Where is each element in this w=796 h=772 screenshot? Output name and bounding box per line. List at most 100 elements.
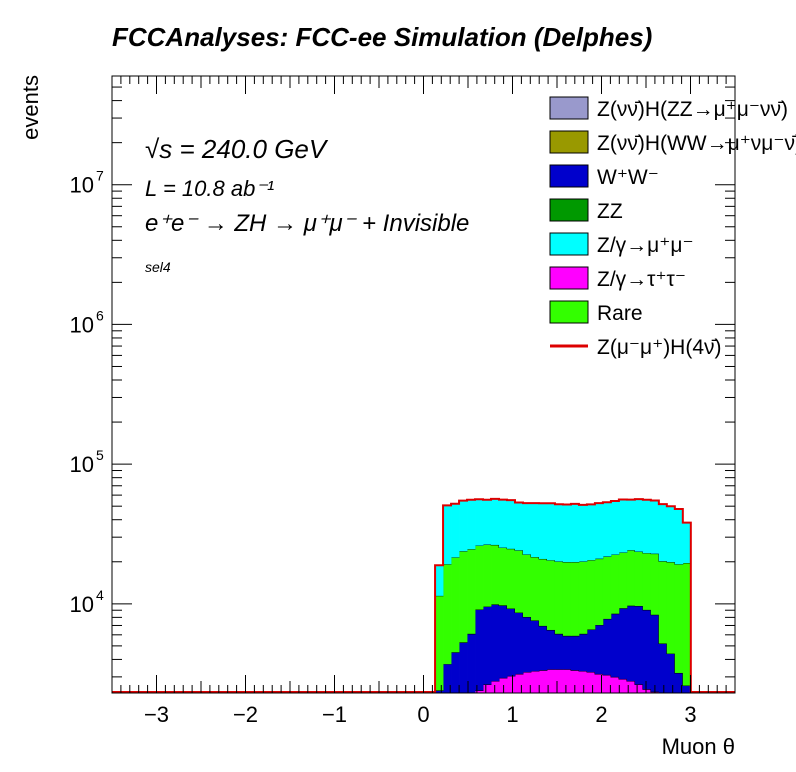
legend-swatch [549, 300, 589, 324]
histogram-bar [642, 689, 652, 693]
histogram-bar [658, 561, 668, 644]
histogram-bar [562, 504, 572, 563]
histogram-bar [538, 625, 548, 671]
histogram-bar [666, 562, 676, 654]
legend-item: Z(μ⁻μ⁺)H(4ν̄) [550, 336, 722, 359]
histogram-bar [507, 608, 516, 676]
histogram-bar [475, 545, 484, 610]
y-tick-exponent: 7 [96, 168, 104, 184]
y-tick-exponent: 4 [96, 587, 104, 603]
histogram-bar [507, 675, 516, 693]
y-tick-label: 10 [70, 452, 94, 477]
histogram-bar [546, 560, 556, 630]
histogram-bar [594, 558, 604, 626]
y-tick-label: 10 [70, 312, 94, 337]
histogram-bar [451, 652, 460, 693]
histogram-bar [491, 681, 500, 693]
histogram-bar [578, 561, 588, 634]
histogram-bar [459, 500, 468, 552]
histogram-bar [634, 684, 644, 693]
histogram-bar [562, 635, 572, 670]
legend-label: Z(νν̄)H(ZZ→μ⁺μ⁻νν̄) [597, 98, 788, 121]
chart-title: FCCAnalyses: FCC-ee Simulation (Delphes) [112, 22, 652, 52]
histogram-bar [499, 605, 508, 678]
histogram-bar [435, 565, 444, 596]
histogram-bar [618, 499, 628, 553]
histogram-bar [459, 642, 468, 693]
x-axis-ticks: −3 −2 −1 0 1 2 3 [111, 76, 736, 727]
histogram-bar [475, 690, 484, 693]
histogram-bar [483, 544, 492, 607]
histogram-bar [626, 499, 636, 551]
histogram-bar [674, 509, 684, 565]
histogram-bar [610, 676, 620, 693]
histogram-bar [586, 504, 596, 561]
histogram-bar [666, 506, 676, 563]
histogram-bar [435, 595, 444, 691]
histogram-bar [626, 681, 636, 693]
x-tick-label: −1 [322, 702, 347, 727]
histogram-bar [618, 608, 628, 679]
histogram-bar [634, 499, 644, 552]
legend-item: W⁺W⁻ [549, 164, 659, 189]
histogram-bar [682, 563, 692, 686]
signal-series-line [112, 497, 735, 693]
histogram-bar [514, 612, 524, 674]
legend-item: Rare [549, 300, 643, 325]
histogram-bar [626, 605, 636, 682]
histogram-bar [578, 504, 588, 562]
histogram-bar [666, 653, 676, 693]
x-tick-label: 0 [417, 702, 429, 727]
histogram-bar [483, 606, 492, 685]
histogram-bar [570, 562, 580, 636]
selection-annotation: sel4 [145, 259, 171, 275]
histogram-bar [602, 674, 612, 693]
legend-swatch [549, 96, 589, 120]
legend-label: ZZ [597, 200, 623, 223]
histogram-bar [602, 556, 612, 619]
histogram-bar [491, 604, 500, 682]
histogram-bar [610, 554, 620, 614]
histogram-bar [674, 672, 684, 693]
histogram-bar [674, 564, 684, 673]
histogram-bar [514, 550, 524, 613]
histogram-bar [507, 548, 516, 609]
legend-label: Z(νν̄)H(WW→μ⁺νμ⁻ν̄) [597, 132, 796, 155]
histogram-bar [443, 505, 452, 565]
histogram-bar [507, 500, 516, 549]
histogram-bar [626, 550, 636, 606]
histogram-bar [570, 670, 580, 693]
histogram-bar [530, 557, 540, 621]
histogram-bar [514, 673, 524, 693]
histogram-bar [459, 551, 468, 643]
histogram-bar [483, 499, 492, 545]
histogram-bar [594, 503, 604, 559]
y-axis-label: events [18, 75, 43, 140]
histogram-bars [435, 498, 692, 693]
legend-label: Z/γ→μ⁺μ⁻ [597, 234, 694, 257]
legend-item: Z(νν̄)H(ZZ→μ⁺μ⁻νν̄) [549, 96, 788, 121]
histogram-bar [594, 673, 604, 693]
histogram-bar [562, 562, 572, 636]
histogram-bar [554, 561, 564, 634]
histogram-bar [435, 690, 444, 693]
legend: Z(νν̄)H(ZZ→μ⁺μ⁻νν̄) Z(νν̄)H(WW→μ⁺νμ⁻ν̄) W⁺… [549, 96, 796, 359]
legend-label: Rare [597, 302, 643, 325]
histogram-bar [554, 669, 564, 693]
histogram-bar [530, 503, 540, 558]
histogram-bar [546, 629, 556, 670]
histogram-bar [634, 551, 644, 606]
histogram-bar [586, 672, 596, 693]
series-6 [435, 544, 692, 691]
histogram-bar [570, 503, 580, 563]
x-tick-label: −3 [144, 702, 169, 727]
legend-swatch [549, 198, 589, 222]
histogram-bar [578, 671, 588, 693]
legend-swatch [549, 232, 589, 256]
y-tick-exponent: 6 [96, 307, 104, 323]
histogram-bar [467, 499, 476, 550]
histogram-bar [514, 502, 524, 551]
histogram-bar [443, 564, 452, 665]
histogram-bar [610, 613, 620, 677]
x-tick-label: −2 [233, 702, 258, 727]
